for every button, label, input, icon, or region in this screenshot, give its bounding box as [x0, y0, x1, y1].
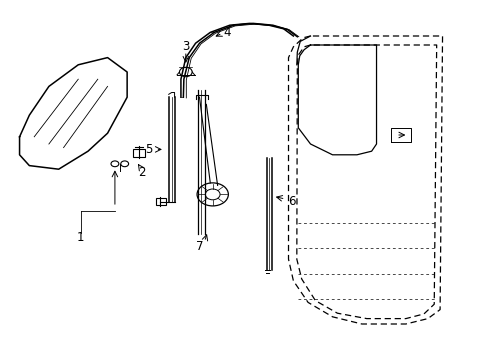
- Text: 7: 7: [195, 240, 203, 253]
- Text: 1: 1: [77, 231, 84, 244]
- FancyBboxPatch shape: [156, 198, 165, 205]
- Text: 4: 4: [223, 26, 231, 39]
- Text: 2: 2: [138, 166, 145, 179]
- Text: 6: 6: [287, 195, 295, 208]
- FancyBboxPatch shape: [133, 149, 145, 157]
- Text: 5: 5: [145, 143, 153, 156]
- Text: 3: 3: [182, 40, 190, 53]
